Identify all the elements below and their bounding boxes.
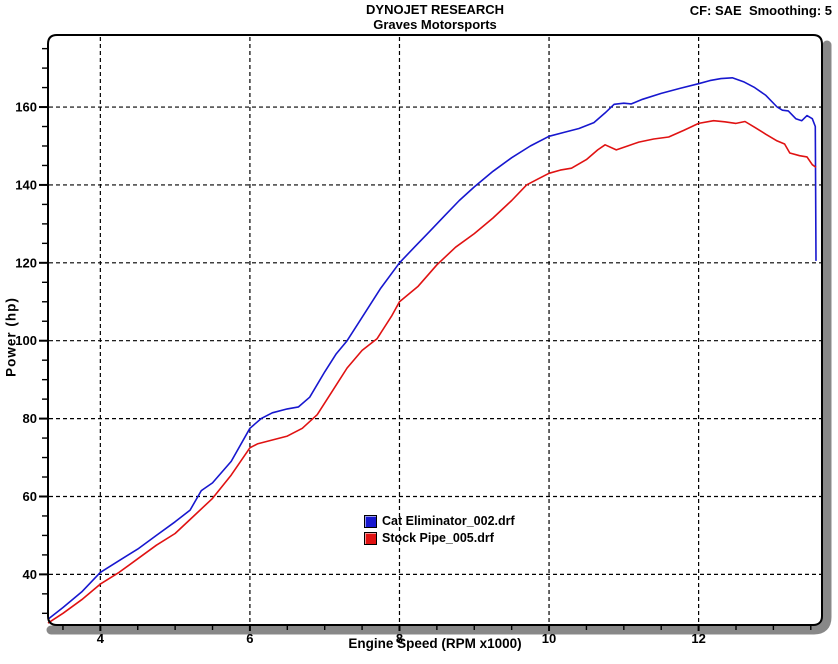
x-tick-label: 10	[542, 631, 556, 646]
y-tick-label: 60	[23, 489, 37, 504]
legend-label: Stock Pipe_005.drf	[382, 531, 494, 545]
x-tick-label: 6	[246, 631, 253, 646]
y-tick-label: 40	[23, 567, 37, 582]
y-tick-label: 160	[15, 100, 37, 115]
chart-title: DYNOJET RESEARCH	[366, 2, 504, 17]
legend-item: Cat Eliminator_002.drf	[364, 513, 515, 529]
y-axis-title: Power (hp)	[3, 297, 19, 377]
x-tick-label: 12	[691, 631, 705, 646]
power-curve-1	[47, 119, 817, 624]
y-tick-label: 80	[23, 411, 37, 426]
y-tick-label: 120	[15, 255, 37, 270]
x-tick-label: 4	[97, 631, 105, 646]
x-axis-title: Engine Speed (RPM x1000)	[348, 636, 522, 651]
legend: Cat Eliminator_002.drf Stock Pipe_005.drf	[364, 513, 515, 546]
header-title-block: DYNOJET RESEARCH Graves Motorsports	[48, 2, 822, 32]
x-tick-label: 8	[396, 631, 403, 646]
legend-item: Stock Pipe_005.drf	[364, 530, 515, 546]
correction-smoothing-label: CF: SAE Smoothing: 5	[689, 3, 832, 18]
chart-subtitle: Graves Motorsports	[373, 17, 497, 32]
y-tick-label: 140	[15, 177, 37, 192]
legend-label: Cat Eliminator_002.drf	[382, 514, 515, 528]
legend-swatch-icon	[364, 514, 377, 528]
axis-shadow	[46, 40, 832, 635]
y-tick-label: 100	[15, 333, 37, 348]
power-curve-0	[47, 77, 817, 620]
plot-frame	[47, 34, 823, 626]
legend-swatch-icon	[364, 531, 377, 545]
